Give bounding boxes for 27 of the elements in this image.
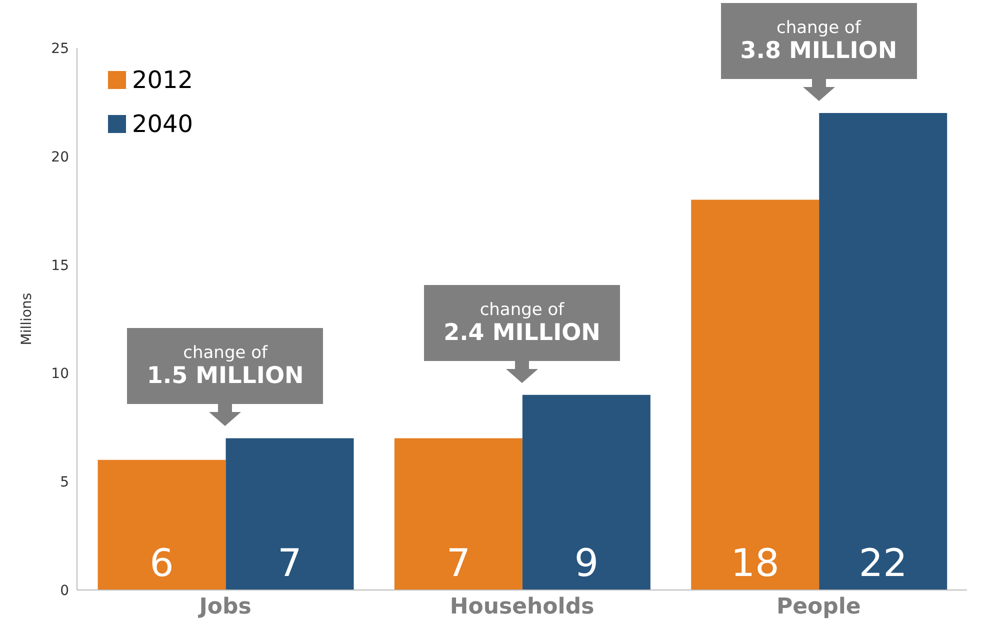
y-axis-title: Millions: [18, 292, 35, 346]
y-tick-label: 0: [60, 582, 69, 599]
data-label: 22: [858, 541, 908, 585]
x-tick-label: Households: [450, 594, 594, 620]
data-label: 9: [574, 541, 599, 585]
y-tick-label: 25: [51, 40, 69, 57]
y-tick-label: 15: [51, 258, 69, 274]
bar: [226, 438, 354, 590]
y-tick-label: 20: [51, 149, 69, 166]
annotation: change of 3.8 MILLION: [739, 18, 898, 64]
data-label: 6: [150, 541, 174, 585]
bar: [522, 394, 650, 590]
bar: [819, 113, 948, 590]
annotation: change of 2.4 MILLION: [442, 300, 602, 346]
annotation: change of 1.5 MILLION: [146, 343, 305, 390]
x-tick-label: Jobs: [197, 594, 252, 620]
bar: [98, 460, 226, 590]
data-label: 7: [446, 541, 471, 585]
legend-label: 2040: [132, 110, 194, 138]
data-label: 7: [278, 541, 302, 585]
legend-label: 2012: [132, 66, 194, 94]
x-tick-label: People: [776, 594, 861, 620]
data-label: 18: [730, 541, 780, 585]
y-tick-label: 5: [60, 474, 69, 491]
bar: [691, 200, 820, 590]
bar: [394, 438, 522, 590]
y-tick-label: 10: [51, 366, 69, 382]
